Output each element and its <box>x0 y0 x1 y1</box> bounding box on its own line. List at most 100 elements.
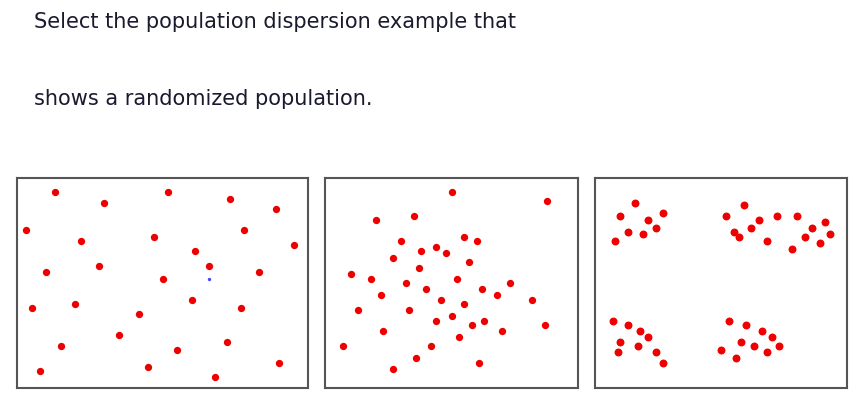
Point <box>202 276 216 282</box>
Point <box>33 368 47 374</box>
Point <box>202 263 216 269</box>
Point <box>636 231 650 238</box>
Point <box>641 217 655 223</box>
Point <box>478 318 491 324</box>
Point <box>133 311 146 318</box>
Point <box>351 307 365 314</box>
Point <box>745 225 758 231</box>
Point <box>755 328 769 335</box>
Point <box>449 276 463 282</box>
Point <box>414 248 428 255</box>
Point <box>606 318 620 324</box>
Point <box>737 202 751 208</box>
Point <box>147 234 161 240</box>
Point <box>48 189 62 196</box>
Point <box>252 269 265 276</box>
Point <box>633 328 647 335</box>
Point <box>734 339 748 345</box>
Point <box>412 265 425 271</box>
Point <box>407 213 420 219</box>
Point <box>621 229 634 236</box>
Point <box>823 231 836 238</box>
Point <box>657 360 670 366</box>
Point <box>613 339 627 345</box>
Point <box>425 343 438 349</box>
Point <box>641 334 655 341</box>
Point <box>387 366 401 372</box>
Point <box>727 229 740 236</box>
Point <box>399 280 413 286</box>
Point <box>445 313 459 320</box>
Point <box>98 200 111 206</box>
Point <box>39 269 53 276</box>
Point <box>92 263 105 269</box>
Point <box>649 225 663 231</box>
Point <box>223 196 236 202</box>
Point <box>760 349 774 356</box>
Point <box>752 217 766 223</box>
Text: Select the population dispersion example that: Select the population dispersion example… <box>34 12 516 32</box>
Point <box>470 238 484 244</box>
Point <box>495 328 508 335</box>
Point <box>435 297 449 303</box>
Point <box>457 301 471 307</box>
Point <box>374 292 388 299</box>
Point <box>25 305 39 311</box>
Point <box>541 198 555 204</box>
Point <box>272 360 286 366</box>
Point <box>162 189 175 196</box>
Point <box>344 271 358 278</box>
Point <box>401 307 415 314</box>
Point <box>430 318 443 324</box>
Point <box>785 246 799 252</box>
Point <box>760 238 774 244</box>
Point <box>657 210 670 217</box>
Point <box>465 322 479 328</box>
Point <box>475 286 489 292</box>
Point <box>409 355 423 362</box>
Point <box>68 301 82 307</box>
Point <box>220 339 234 345</box>
Point <box>611 349 625 356</box>
Point <box>805 225 819 231</box>
Point <box>613 213 627 219</box>
Point <box>538 322 552 328</box>
Point <box>170 347 184 353</box>
Point <box>112 332 126 339</box>
Point <box>185 297 199 303</box>
Point <box>798 234 811 240</box>
Point <box>394 238 408 244</box>
Point <box>237 227 251 234</box>
Point <box>364 276 377 282</box>
Point <box>628 200 642 206</box>
Point <box>790 213 804 219</box>
Point <box>440 250 454 257</box>
Point <box>729 355 743 362</box>
Point <box>747 343 761 349</box>
Point <box>419 286 433 292</box>
Point <box>732 234 746 240</box>
Point <box>287 242 300 248</box>
Point <box>387 255 401 261</box>
Point <box>631 343 645 349</box>
Point <box>473 360 486 366</box>
Point <box>369 217 383 223</box>
Point <box>452 334 466 341</box>
Point <box>722 318 735 324</box>
Point <box>462 259 476 265</box>
Point <box>156 276 169 282</box>
Point <box>740 322 753 328</box>
Point <box>813 240 827 246</box>
Point <box>187 248 201 255</box>
Point <box>336 343 350 349</box>
Point <box>54 343 68 349</box>
Point <box>445 189 459 196</box>
Point <box>817 219 831 225</box>
Point <box>649 349 663 356</box>
Point <box>235 305 248 311</box>
Point <box>74 238 88 244</box>
Point <box>609 238 622 244</box>
Point <box>764 334 778 341</box>
Point <box>719 213 733 219</box>
Point <box>270 206 283 213</box>
